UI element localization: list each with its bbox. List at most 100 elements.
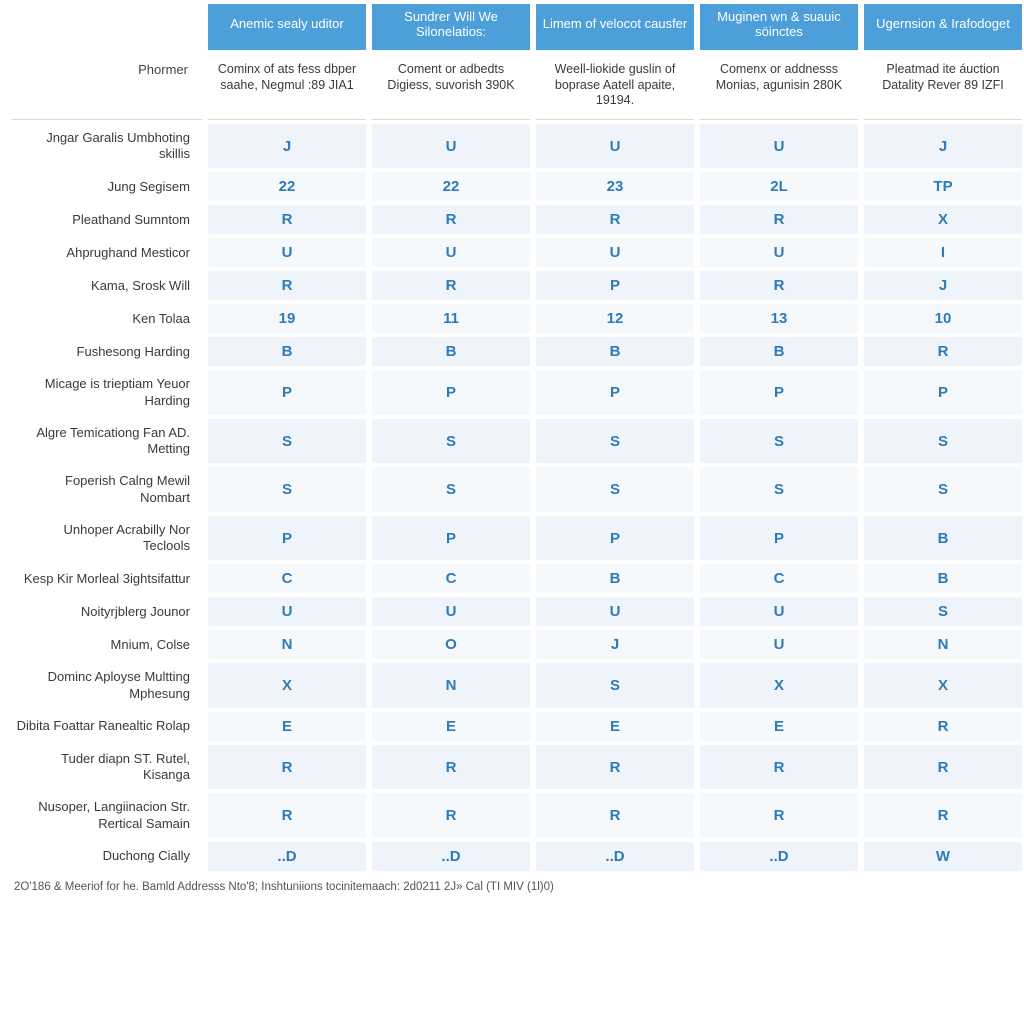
- data-cell: R: [372, 745, 530, 790]
- data-cell: U: [372, 124, 530, 169]
- footnote: 2O'186 & Meeriof for he. Bamld Addresss …: [6, 875, 1018, 893]
- sub-header-3: Comenx or addnesss Monias, agunisin 280K: [700, 54, 858, 120]
- data-cell: R: [372, 205, 530, 234]
- data-cell: R: [372, 793, 530, 838]
- data-cell: TP: [864, 172, 1022, 201]
- data-cell: 13: [700, 304, 858, 333]
- data-cell: R: [372, 271, 530, 300]
- data-cell: U: [372, 597, 530, 626]
- data-cell: B: [372, 337, 530, 366]
- sub-header-4: Pleatmad ite áuction Datality Rever 89 I…: [864, 54, 1022, 120]
- data-cell: C: [700, 564, 858, 593]
- table-row: Tuder diapn ST. Rutel, KisangaRRRRR: [12, 745, 1022, 790]
- data-cell: B: [864, 516, 1022, 561]
- data-cell: S: [536, 663, 694, 708]
- data-cell: R: [864, 793, 1022, 838]
- table-row: Ahprughand MesticorUUUUI: [12, 238, 1022, 267]
- table-row: Micage is trieptiam Yeuor HardingPPPPP: [12, 370, 1022, 415]
- data-cell: P: [208, 370, 366, 415]
- data-cell: 23: [536, 172, 694, 201]
- data-cell: B: [536, 564, 694, 593]
- row-label: Dibita Foattar Ranealtic Rolap: [12, 712, 202, 741]
- row-label: Ken Tolaa: [12, 304, 202, 333]
- row-label: Jung Segisem: [12, 172, 202, 201]
- table-row: Dibita Foattar Ranealtic RolapEEEER: [12, 712, 1022, 741]
- data-cell: U: [208, 238, 366, 267]
- data-cell: J: [536, 630, 694, 659]
- row-label: Ahprughand Mesticor: [12, 238, 202, 267]
- data-cell: ..D: [700, 842, 858, 871]
- data-cell: U: [700, 124, 858, 169]
- data-cell: B: [208, 337, 366, 366]
- data-cell: N: [864, 630, 1022, 659]
- data-cell: P: [372, 370, 530, 415]
- row-label: Dominc Aployse Multting Mphesung: [12, 663, 202, 708]
- data-cell: P: [208, 516, 366, 561]
- data-cell: R: [700, 793, 858, 838]
- data-cell: J: [864, 271, 1022, 300]
- data-cell: S: [700, 467, 858, 512]
- data-cell: R: [208, 745, 366, 790]
- data-cell: S: [536, 467, 694, 512]
- table-row: Mnium, ColseNOJUN: [12, 630, 1022, 659]
- table-row: Nusoper, Langiinacion Str. Rertical Sama…: [12, 793, 1022, 838]
- data-cell: 12: [536, 304, 694, 333]
- data-cell: ..D: [208, 842, 366, 871]
- data-cell: R: [536, 745, 694, 790]
- data-cell: S: [864, 597, 1022, 626]
- data-cell: E: [700, 712, 858, 741]
- data-cell: O: [372, 630, 530, 659]
- data-cell: U: [700, 238, 858, 267]
- data-cell: J: [208, 124, 366, 169]
- data-cell: R: [700, 271, 858, 300]
- data-cell: R: [208, 205, 366, 234]
- table-row: Noityrjblerg JounorUUUUS: [12, 597, 1022, 626]
- data-cell: W: [864, 842, 1022, 871]
- data-cell: 2L: [700, 172, 858, 201]
- row-label: Unhoper Acrabilly Nor Teclools: [12, 516, 202, 561]
- row-label: Mnium, Colse: [12, 630, 202, 659]
- table-row: Kama, Srosk WillRRPRJ: [12, 271, 1022, 300]
- data-cell: E: [208, 712, 366, 741]
- row-label: Tuder diapn ST. Rutel, Kisanga: [12, 745, 202, 790]
- data-cell: S: [536, 419, 694, 464]
- data-cell: ..D: [372, 842, 530, 871]
- data-cell: X: [864, 663, 1022, 708]
- sub-header-1: Coment or adbedts Digiess, suvorish 390K: [372, 54, 530, 120]
- data-cell: P: [536, 516, 694, 561]
- table-row: Jngar Garalis Umbhoting skillisJUUUJ: [12, 124, 1022, 169]
- data-cell: S: [372, 467, 530, 512]
- data-cell: S: [864, 467, 1022, 512]
- top-header-1: Sundrer Will We Silonelatios:: [372, 4, 530, 50]
- top-header-blank: [12, 4, 202, 50]
- row-label: Fushesong Harding: [12, 337, 202, 366]
- data-cell: R: [536, 205, 694, 234]
- row-head-label: Phormer: [12, 54, 202, 120]
- top-header-4: Ugernsion & Irafodoget: [864, 4, 1022, 50]
- data-cell: 11: [372, 304, 530, 333]
- data-cell: X: [864, 205, 1022, 234]
- table-row: Foperish Calng Mewil NombartSSSSS: [12, 467, 1022, 512]
- data-cell: R: [864, 712, 1022, 741]
- data-cell: B: [864, 564, 1022, 593]
- top-header-0: Anemic sealy uditor: [208, 4, 366, 50]
- data-cell: C: [208, 564, 366, 593]
- table-row: Algre Temicationg Fan AD. MettingSSSSS: [12, 419, 1022, 464]
- table-row: Fushesong HardingBBBBR: [12, 337, 1022, 366]
- data-cell: S: [864, 419, 1022, 464]
- data-cell: B: [700, 337, 858, 366]
- data-cell: R: [864, 337, 1022, 366]
- data-cell: 10: [864, 304, 1022, 333]
- data-cell: 22: [208, 172, 366, 201]
- data-cell: S: [700, 419, 858, 464]
- data-cell: U: [536, 238, 694, 267]
- row-label: Pleathand Sumntom: [12, 205, 202, 234]
- data-cell: R: [864, 745, 1022, 790]
- data-cell: 22: [372, 172, 530, 201]
- data-cell: N: [372, 663, 530, 708]
- row-label: Algre Temicationg Fan AD. Metting: [12, 419, 202, 464]
- data-cell: E: [536, 712, 694, 741]
- table-row: Kesp Kir Morleal 3ightsifatturCCBCB: [12, 564, 1022, 593]
- row-label: Foperish Calng Mewil Nombart: [12, 467, 202, 512]
- data-cell: P: [864, 370, 1022, 415]
